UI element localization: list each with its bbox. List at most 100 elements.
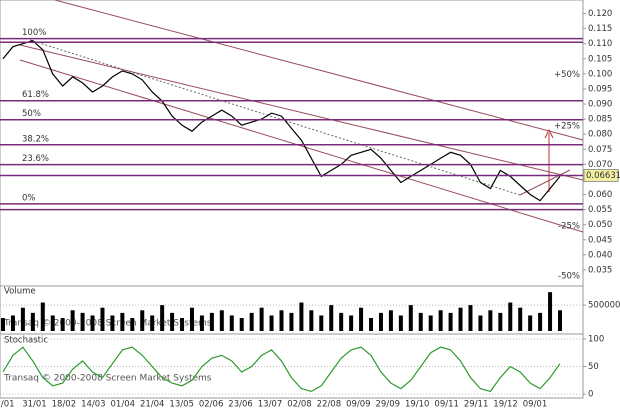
volume-bar [428, 315, 433, 331]
y-tick-label: 100 [588, 334, 604, 344]
x-tick-label: 18/02 [52, 400, 77, 410]
volume-bar [359, 307, 364, 331]
trend-line [29, 39, 521, 196]
volume-bar [478, 315, 483, 331]
x-tick-label: 29/11 [464, 400, 489, 410]
y-tick-label: 0.075 [588, 145, 612, 155]
channel-line [19, 44, 584, 181]
volume-bar [339, 312, 344, 331]
volume-bar [398, 315, 403, 331]
volume-bar [498, 312, 503, 331]
y-tick-label: 0.120 [588, 9, 612, 19]
y-tick-label: 0.040 [588, 250, 612, 260]
x-tick-label: 23/06 [228, 400, 253, 410]
volume-bar [120, 312, 125, 331]
y-tick-label: 0.070 [588, 160, 612, 170]
volume-bar [170, 312, 175, 331]
volume-bar [160, 305, 165, 331]
x-tick-label: 09/09 [346, 400, 371, 410]
volume-bar [90, 315, 95, 331]
volume-bar [369, 318, 374, 331]
volume-bar [349, 315, 354, 331]
volume-bar [150, 315, 155, 331]
x-tick-label: 09/01 [523, 400, 548, 410]
fib-label: 0% [22, 193, 36, 203]
volume-bar [448, 312, 453, 331]
x-tick-label: 02/08 [287, 400, 312, 410]
fib-label: 38.2% [22, 134, 49, 144]
volume-bar [1, 318, 5, 331]
arrow-head [544, 128, 554, 139]
watermark: Transaq © 2000-2008 Screen Market System… [3, 374, 212, 384]
volume-bar [488, 310, 493, 331]
volume-bar [20, 307, 25, 331]
y-tick-label: 0.050 [588, 220, 612, 230]
volume-bar [239, 318, 244, 331]
panel-title: Volume [4, 287, 36, 297]
x-tick-label: 09/11 [434, 400, 459, 410]
target-label: +50% [554, 70, 580, 80]
volume-bar [418, 312, 423, 331]
volume-bar [558, 310, 562, 331]
target-label: +25% [554, 121, 580, 131]
volume-bar [319, 315, 324, 331]
volume-bar [458, 307, 463, 331]
x-tick-label: 19/12 [493, 400, 518, 410]
volume-bar [289, 312, 294, 331]
volume-bar [309, 310, 314, 331]
fib-label: 23.6% [22, 154, 49, 164]
volume-bar [70, 310, 75, 331]
target-label: -25% [558, 221, 580, 231]
x-tick-label: 01/04 [111, 400, 136, 410]
volume-bar [468, 305, 473, 331]
volume-bar [229, 315, 234, 331]
volume-bar [130, 318, 135, 331]
last-price-label: 0.06631 [586, 171, 620, 181]
volume-bar [508, 302, 513, 331]
x-tick-label: 1/01 [0, 400, 15, 410]
x-tick-label: 19/10 [405, 400, 430, 410]
y-tick-label: 0.045 [588, 235, 612, 245]
volume-bar [548, 292, 553, 331]
price-line [2, 40, 561, 202]
y-tick-label: 0.060 [588, 190, 612, 200]
x-tick-label: 14/03 [81, 400, 106, 410]
y-tick-label: 0.055 [588, 205, 612, 215]
channel-line [54, 0, 584, 141]
fib-label: 50% [22, 109, 41, 119]
volume-bar [438, 310, 443, 331]
volume-bar [249, 312, 254, 331]
y-tick-label: 0.085 [588, 115, 612, 125]
volume-bar [209, 312, 214, 331]
volume-bar [259, 307, 264, 331]
volume-bar [10, 315, 15, 331]
channel-line [519, 169, 571, 196]
y-tick-label: 0.110 [588, 39, 612, 49]
x-tick-label: 21/04 [140, 400, 165, 410]
target-label: -50% [558, 271, 580, 281]
volume-bar [50, 315, 55, 331]
volume-bar [299, 302, 304, 331]
volume-bar [408, 305, 413, 331]
volume-bar [189, 307, 194, 331]
y-tick-label: 0.080 [588, 130, 612, 140]
x-tick-label: 31/01 [22, 400, 47, 410]
volume-bar [279, 310, 284, 331]
y-tick-label: 0.035 [588, 265, 612, 275]
y-tick-label: 0.090 [588, 100, 612, 110]
volume-bar [269, 315, 274, 331]
volume-bar [30, 312, 35, 331]
volume-bar [199, 315, 204, 331]
volume-bar [40, 302, 45, 331]
fib-label: 61.8% [22, 90, 49, 100]
volume-bar [80, 312, 85, 331]
volume-bar [180, 318, 185, 331]
panel-title: Stochastic [4, 336, 48, 346]
volume-bar [528, 315, 533, 331]
y-tick-label: 0.105 [588, 54, 612, 64]
x-tick-label: 13/05 [169, 400, 194, 410]
y-tick-label: 50 [588, 362, 599, 372]
y-tick-label: 0 [588, 390, 593, 400]
volume-bar [219, 310, 224, 331]
